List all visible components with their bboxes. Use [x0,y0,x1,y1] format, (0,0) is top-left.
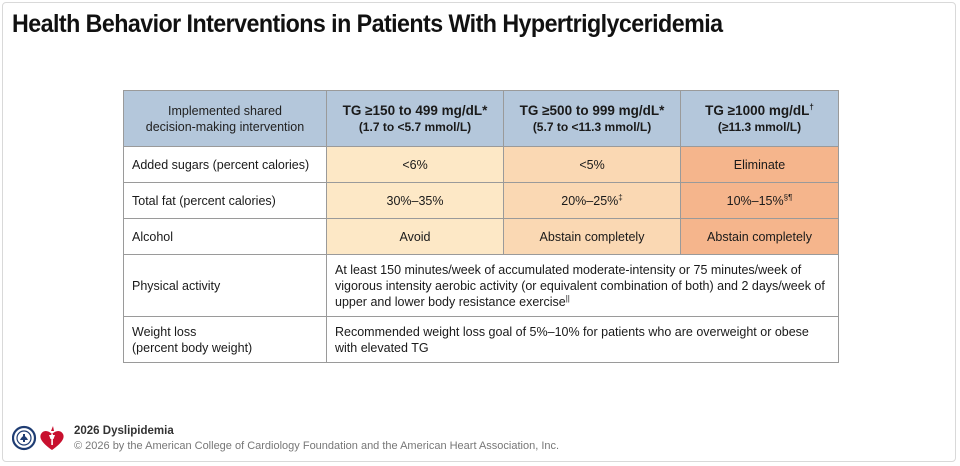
page-title: Health Behavior Interventions in Patient… [12,10,723,38]
cell-added-sugars-tier3: Eliminate [680,146,839,183]
header-tg-500-999-sub: (5.7 to <11.3 mmol/L) [532,119,652,134]
cell-physical-activity-sup: || [565,293,570,303]
header-tg-150-499-sub: (1.7 to <5.7 mmol/L) [358,119,472,134]
header-tg-1000: TG ≥1000 mg/dL† (≥11.3 mmol/L) [680,90,839,147]
cell-total-fat-tier2-text: 20%–25% [561,193,619,208]
table-row-added-sugars: Added sugars (percent calories) <6% <5% … [123,146,839,183]
header-tg-500-999: TG ≥500 to 999 mg/dL* (5.7 to <11.3 mmol… [503,90,681,147]
header-tg-150-499: TG ≥150 to 499 mg/dL* (1.7 to <5.7 mmol/… [326,90,504,147]
row-label-weight-loss-line1: Weight loss [132,324,197,339]
header-tg-1000-sup: † [809,102,814,111]
table-header-row: Implemented shared decision-making inter… [123,90,839,147]
header-tg-1000-sub: (≥11.3 mmol/L) [717,119,802,134]
cell-total-fat-tier3-sup: §¶ [783,192,793,202]
header-intervention-line1: Implemented shared [168,103,282,118]
interventions-table: Implemented shared decision-making inter… [123,90,839,363]
cell-total-fat-tier2-sup: ‡ [618,192,623,202]
row-label-alcohol: Alcohol [123,218,327,255]
table-row-total-fat: Total fat (percent calories) 30%–35% 20%… [123,182,839,219]
header-intervention: Implemented shared decision-making inter… [123,90,327,147]
footer-copyright: © 2026 by the American College of Cardio… [74,440,560,452]
header-tg-1000-main-text: TG ≥1000 mg/dL [705,102,810,118]
table-row-weight-loss: Weight loss (percent body weight) Recomm… [123,316,839,363]
row-label-added-sugars: Added sugars (percent calories) [123,146,327,183]
cell-weight-loss: Recommended weight loss goal of 5%–10% f… [326,316,839,363]
cell-alcohol-tier1: Avoid [326,218,504,255]
cell-added-sugars-tier1: <6% [326,146,504,183]
footer-title: 2026 Dyslipidemia [74,425,174,437]
row-label-weight-loss-line2: (percent body weight) [132,340,253,355]
table-row-alcohol: Alcohol Avoid Abstain completely Abstain… [123,218,839,255]
aha-heart-torch-icon [40,426,64,450]
cell-total-fat-tier1: 30%–35% [326,182,504,219]
cell-total-fat-tier3-text: 10%–15% [726,193,784,208]
row-label-physical-activity: Physical activity [123,254,327,317]
row-label-weight-loss: Weight loss (percent body weight) [123,316,327,363]
row-label-total-fat: Total fat (percent calories) [123,182,327,219]
cell-alcohol-tier3: Abstain completely [680,218,839,255]
header-tg-500-999-main: TG ≥500 to 999 mg/dL* [519,102,665,118]
cell-added-sugars-tier2: <5% [503,146,681,183]
footer-logos [12,425,64,451]
cell-physical-activity-text: At least 150 minutes/week of accumulated… [335,262,825,309]
header-tg-1000-main: TG ≥1000 mg/dL† [689,103,830,119]
cell-total-fat-tier3: 10%–15%§¶ [680,182,839,219]
acc-seal-icon [12,425,37,451]
cell-total-fat-tier2: 20%–25%‡ [503,182,681,219]
table-row-physical-activity: Physical activity At least 150 minutes/w… [123,254,839,317]
cell-physical-activity: At least 150 minutes/week of accumulated… [326,254,839,317]
cell-alcohol-tier2: Abstain completely [503,218,681,255]
header-tg-150-499-main: TG ≥150 to 499 mg/dL* [342,102,488,118]
header-intervention-line2: decision-making intervention [145,119,305,134]
